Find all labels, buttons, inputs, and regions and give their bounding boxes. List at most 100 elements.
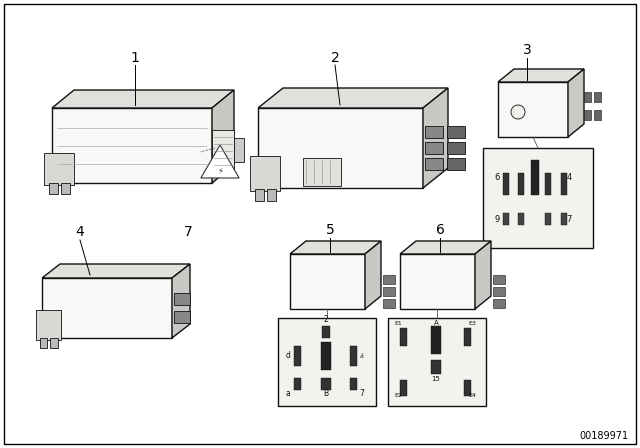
Bar [303,158,341,186]
Text: 7: 7 [360,389,364,399]
Bar [561,213,567,225]
Bar [483,148,593,248]
Bar [518,213,524,225]
Text: 7: 7 [184,225,193,239]
Bar [464,380,471,396]
Polygon shape [212,90,234,183]
Bar [44,153,74,185]
Polygon shape [258,88,448,108]
Bar [383,275,395,284]
Polygon shape [52,90,234,108]
Polygon shape [201,145,239,178]
Bar [212,130,234,172]
Bar [531,160,539,195]
Bar [431,360,441,374]
Text: E1: E1 [394,321,402,326]
Polygon shape [52,108,212,183]
Text: 9: 9 [494,215,500,224]
Polygon shape [400,241,491,254]
Bar [36,310,61,340]
Polygon shape [400,254,475,309]
Text: B: B [323,389,328,399]
Bar [174,293,190,305]
Polygon shape [475,241,491,309]
Bar [503,213,509,225]
Bar [61,183,70,194]
Bar [250,156,280,191]
Text: 4: 4 [76,225,84,239]
Bar [431,326,441,354]
Text: 6: 6 [494,173,500,182]
Bar [174,311,190,323]
Bar [322,326,330,338]
Bar [584,92,591,102]
Bar [545,173,551,195]
Bar [49,183,58,194]
Text: 6: 6 [436,223,444,237]
Bar [400,380,407,396]
Polygon shape [42,264,190,278]
Polygon shape [290,254,365,309]
Bar [321,378,331,390]
Bar [493,299,505,308]
Text: 5: 5 [326,223,334,237]
Polygon shape [423,88,448,188]
Bar [321,342,331,370]
Text: 15: 15 [431,376,440,382]
Polygon shape [365,241,381,309]
Polygon shape [498,82,568,137]
Bar [503,173,509,195]
Bar [518,173,524,195]
Bar [350,346,357,366]
Bar [383,299,395,308]
Bar [278,318,376,406]
Text: A: A [434,320,438,326]
Bar [388,318,486,406]
Bar [594,110,601,120]
Polygon shape [568,69,584,137]
Bar [294,346,301,366]
Polygon shape [290,241,381,254]
Text: 2: 2 [324,315,328,324]
Text: 4: 4 [566,173,572,182]
Bar [493,275,505,284]
Text: ⁄₄: ⁄₄ [360,353,364,359]
Bar [425,158,443,170]
Bar [464,328,471,346]
Text: d: d [285,352,291,361]
Bar [545,213,551,225]
Text: E4: E4 [468,393,476,398]
Text: 7: 7 [566,215,572,224]
Circle shape [511,105,525,119]
Polygon shape [172,264,190,338]
Bar [40,338,47,349]
Bar [594,92,601,102]
Text: 3: 3 [523,43,531,57]
Bar [51,338,58,349]
Bar [584,110,591,120]
Bar [350,378,357,390]
Bar [400,328,407,346]
Text: a: a [285,389,291,399]
Text: E2: E2 [394,393,402,398]
Bar [447,158,465,170]
Bar [447,126,465,138]
Polygon shape [498,69,584,82]
Bar [383,287,395,296]
Text: 00189971: 00189971 [579,431,628,441]
Polygon shape [258,108,423,188]
Text: 1: 1 [131,51,140,65]
Polygon shape [42,278,172,338]
Bar [234,138,244,162]
Bar [294,378,301,390]
Bar [447,142,465,154]
Bar [425,142,443,154]
Bar [561,173,567,195]
Text: E3: E3 [468,321,476,326]
Bar [266,189,275,201]
Text: ⚡: ⚡ [217,167,223,176]
Bar [493,287,505,296]
Bar [255,189,264,201]
Bar [425,126,443,138]
Text: 2: 2 [331,51,339,65]
